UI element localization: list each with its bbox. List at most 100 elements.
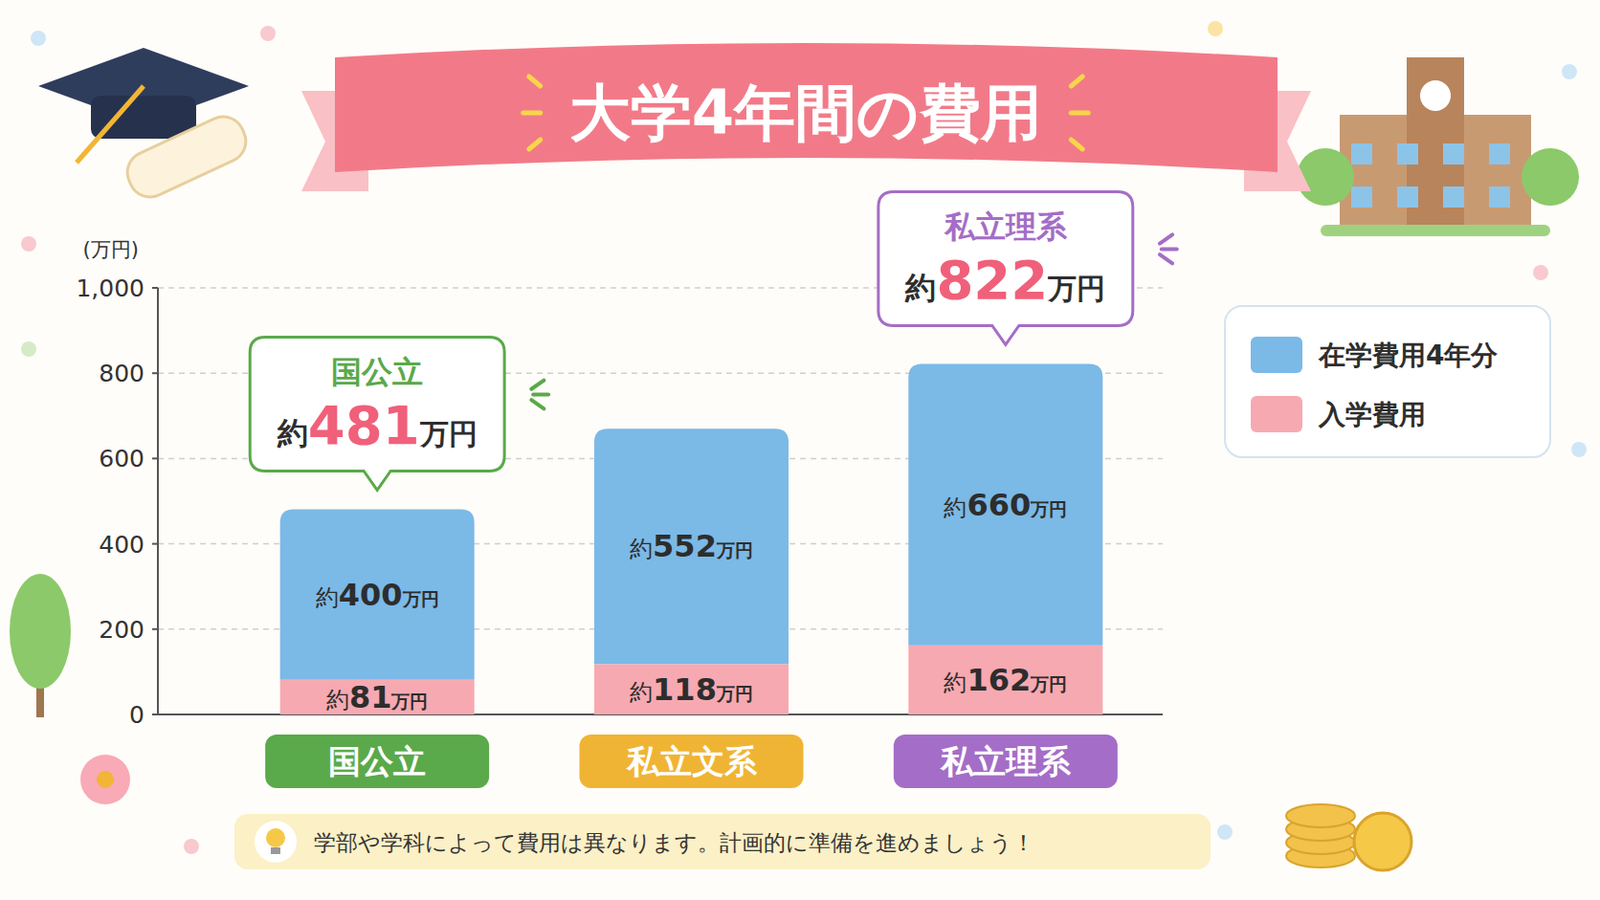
tick-label: 800 (98, 359, 145, 388)
category-pill (893, 734, 1118, 789)
data-label: 約400万円 (315, 577, 440, 614)
window (1397, 143, 1419, 165)
data-label: 約660万円 (943, 487, 1067, 524)
sparkle (1161, 246, 1178, 251)
bar-segment (594, 664, 789, 715)
data-label-part: 552 (652, 528, 717, 565)
legend-label: 入学費用 (1317, 399, 1426, 431)
data-label-part: 400 (338, 577, 403, 614)
window (1488, 143, 1511, 165)
tick-label: 600 (98, 444, 145, 473)
tree (1521, 148, 1579, 206)
data-label-part: 162 (966, 662, 1031, 699)
sparkle (1070, 111, 1089, 116)
bulb (266, 828, 286, 848)
sparkle (529, 76, 541, 87)
data-label-part: 約 (326, 687, 350, 714)
data-label-part: 万円 (1029, 498, 1067, 520)
callout-box (249, 336, 505, 490)
tick-label: 私立理系 (939, 742, 1072, 781)
title-banner: 大学4年間の費用 (301, 43, 1312, 192)
callout-title: 国公立 (331, 354, 423, 391)
bar-segment (280, 509, 475, 680)
coin (1354, 813, 1412, 871)
legend-label: 在学費用4年分 (1317, 339, 1499, 372)
callout-value: 約481万円 (276, 394, 478, 457)
callout-unit: 万円 (419, 417, 478, 451)
note: 学部や学科によって費用は異なります。計画的に準備を進めましょう！ (234, 814, 1211, 870)
legend-swatch (1250, 396, 1303, 433)
axis-line (156, 288, 159, 715)
data-label-part: 約 (943, 494, 967, 522)
dot (21, 236, 37, 252)
bulb-base (270, 847, 281, 855)
sparkle (1070, 139, 1083, 150)
sparkle (531, 400, 544, 409)
tassel (76, 86, 144, 163)
dot (260, 25, 276, 42)
flower-center (96, 771, 114, 789)
callout-number: 481 (308, 394, 421, 457)
flower (80, 755, 131, 805)
decorations (9, 21, 1587, 871)
data-label-part: 万円 (715, 683, 754, 705)
data-label: 約162万円 (943, 662, 1067, 699)
annotations: 国公立約481万円私立理系約822万円 (249, 191, 1178, 490)
note-text: 学部や学科によって費用は異なります。計画的に準備を進めましょう！ (313, 830, 1035, 856)
data-label-part: 約 (315, 584, 339, 612)
legend: 在学費用4年分入学費用 (1224, 306, 1551, 458)
window (1443, 143, 1465, 165)
title: 大学4年間の費用 (569, 77, 1044, 149)
tick-label: 0 (129, 701, 145, 730)
callout-prefix: 約 (904, 269, 936, 307)
data-label-part: 約 (943, 669, 967, 697)
callout-number: 822 (935, 248, 1048, 312)
ribbon (334, 43, 1278, 173)
tick-label: 400 (98, 531, 145, 559)
window (1443, 186, 1465, 208)
callout-title: 私立理系 (943, 208, 1068, 245)
sparkle (1070, 76, 1083, 87)
data-label-part: 約 (629, 535, 653, 563)
diploma (120, 110, 253, 204)
tree (1296, 148, 1355, 206)
dot (1217, 824, 1233, 841)
note-box (234, 814, 1211, 870)
tree (9, 574, 71, 689)
bar-segment (908, 363, 1103, 645)
legend-swatch (1250, 336, 1303, 374)
callout: 国公立約481万円 (249, 336, 549, 490)
data-label-part: 万円 (715, 539, 754, 561)
sparkle (1159, 234, 1173, 244)
window (1351, 186, 1373, 208)
dot (30, 30, 46, 46)
dot (183, 839, 200, 855)
bars (280, 363, 1104, 715)
tick-label: 200 (98, 616, 145, 645)
category-pill (579, 734, 804, 789)
data-label-part: 約 (629, 679, 653, 707)
bar-segment (594, 428, 789, 665)
legend-box (1224, 306, 1551, 458)
tick-label: 1,000 (75, 274, 145, 303)
data-label: 約552万円 (629, 528, 754, 565)
x-axis: 国公立私立文系私立理系 (265, 734, 1118, 789)
dot (1561, 64, 1578, 80)
dot (1207, 21, 1223, 37)
data-label-part: 万円 (401, 588, 440, 610)
sparkle (523, 111, 541, 116)
coin (1286, 804, 1356, 828)
dot (1571, 442, 1587, 458)
callout: 私立理系約822万円 (878, 191, 1178, 345)
tick-label: 私立文系 (625, 742, 758, 781)
sparkle (1159, 254, 1173, 264)
data-label-part: 万円 (390, 690, 428, 712)
category-pill (265, 734, 489, 789)
bulb-bg (254, 821, 297, 864)
callout-value: 約822万円 (904, 248, 1106, 312)
sparkle (533, 392, 549, 397)
chart-root: 大学4年間の費用02004006008001,000(万円)約81万円約118万… (0, 0, 1600, 900)
callout-box (878, 191, 1134, 345)
window (1488, 186, 1511, 208)
window (1397, 186, 1419, 208)
